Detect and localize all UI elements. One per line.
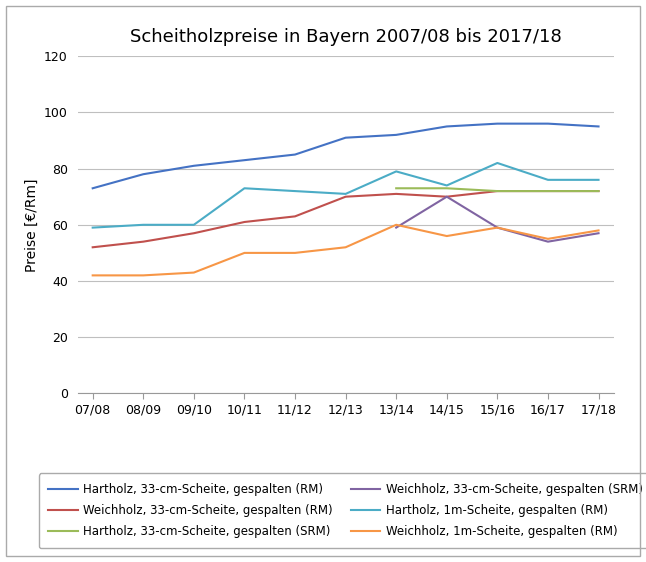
Hartholz, 33-cm-Scheite, gespalten (RM) bbox=[342, 134, 349, 141]
Weichholz, 33-cm-Scheite, gespalten (RM) bbox=[342, 193, 349, 200]
Hartholz, 33-cm-Scheite, gespalten (RM) bbox=[392, 132, 400, 138]
Hartholz, 1m-Scheite, gespalten (RM) bbox=[392, 168, 400, 175]
Hartholz, 1m-Scheite, gespalten (RM) bbox=[190, 221, 198, 228]
Line: Hartholz, 1m-Scheite, gespalten (RM): Hartholz, 1m-Scheite, gespalten (RM) bbox=[92, 163, 599, 228]
Hartholz, 33-cm-Scheite, gespalten (RM) bbox=[595, 123, 603, 130]
Weichholz, 33-cm-Scheite, gespalten (SRM) bbox=[544, 238, 552, 245]
Weichholz, 1m-Scheite, gespalten (RM) bbox=[291, 250, 299, 256]
Weichholz, 1m-Scheite, gespalten (RM) bbox=[342, 244, 349, 251]
Weichholz, 33-cm-Scheite, gespalten (RM) bbox=[392, 191, 400, 197]
Line: Hartholz, 33-cm-Scheite, gespalten (RM): Hartholz, 33-cm-Scheite, gespalten (RM) bbox=[92, 124, 599, 188]
Weichholz, 1m-Scheite, gespalten (RM) bbox=[494, 224, 501, 231]
Hartholz, 1m-Scheite, gespalten (RM) bbox=[443, 182, 451, 189]
Weichholz, 33-cm-Scheite, gespalten (RM) bbox=[544, 188, 552, 194]
Hartholz, 33-cm-Scheite, gespalten (RM) bbox=[240, 157, 248, 164]
Weichholz, 1m-Scheite, gespalten (RM) bbox=[392, 221, 400, 228]
Hartholz, 1m-Scheite, gespalten (RM) bbox=[595, 176, 603, 183]
Hartholz, 33-cm-Scheite, gespalten (RM) bbox=[140, 171, 147, 178]
Hartholz, 1m-Scheite, gespalten (RM) bbox=[544, 176, 552, 183]
Hartholz, 33-cm-Scheite, gespalten (SRM) bbox=[494, 188, 501, 194]
Weichholz, 33-cm-Scheite, gespalten (SRM) bbox=[595, 230, 603, 237]
Hartholz, 1m-Scheite, gespalten (RM) bbox=[89, 224, 96, 231]
Weichholz, 33-cm-Scheite, gespalten (RM) bbox=[595, 188, 603, 194]
Hartholz, 33-cm-Scheite, gespalten (RM) bbox=[443, 123, 451, 130]
Legend: Hartholz, 33-cm-Scheite, gespalten (RM), Weichholz, 33-cm-Scheite, gespalten (RM: Hartholz, 33-cm-Scheite, gespalten (RM),… bbox=[39, 474, 646, 548]
Hartholz, 33-cm-Scheite, gespalten (SRM) bbox=[544, 188, 552, 194]
Hartholz, 1m-Scheite, gespalten (RM) bbox=[140, 221, 147, 228]
Y-axis label: Preise [€/Rm]: Preise [€/Rm] bbox=[25, 178, 38, 271]
Weichholz, 1m-Scheite, gespalten (RM) bbox=[595, 227, 603, 234]
Line: Weichholz, 33-cm-Scheite, gespalten (SRM): Weichholz, 33-cm-Scheite, gespalten (SRM… bbox=[396, 197, 599, 242]
Line: Weichholz, 1m-Scheite, gespalten (RM): Weichholz, 1m-Scheite, gespalten (RM) bbox=[92, 225, 599, 275]
Title: Scheitholzpreise in Bayern 2007/08 bis 2017/18: Scheitholzpreise in Bayern 2007/08 bis 2… bbox=[130, 28, 561, 46]
Hartholz, 33-cm-Scheite, gespalten (RM) bbox=[544, 120, 552, 127]
Hartholz, 33-cm-Scheite, gespalten (RM) bbox=[494, 120, 501, 127]
Weichholz, 1m-Scheite, gespalten (RM) bbox=[190, 269, 198, 276]
Weichholz, 1m-Scheite, gespalten (RM) bbox=[240, 250, 248, 256]
Weichholz, 33-cm-Scheite, gespalten (RM) bbox=[291, 213, 299, 220]
Hartholz, 1m-Scheite, gespalten (RM) bbox=[494, 160, 501, 166]
Weichholz, 1m-Scheite, gespalten (RM) bbox=[544, 235, 552, 242]
Weichholz, 1m-Scheite, gespalten (RM) bbox=[443, 233, 451, 239]
Weichholz, 33-cm-Scheite, gespalten (RM) bbox=[190, 230, 198, 237]
Weichholz, 33-cm-Scheite, gespalten (SRM) bbox=[392, 224, 400, 231]
Hartholz, 33-cm-Scheite, gespalten (RM) bbox=[291, 151, 299, 158]
Weichholz, 33-cm-Scheite, gespalten (RM) bbox=[89, 244, 96, 251]
Weichholz, 33-cm-Scheite, gespalten (RM) bbox=[494, 188, 501, 194]
Weichholz, 1m-Scheite, gespalten (RM) bbox=[89, 272, 96, 279]
Hartholz, 33-cm-Scheite, gespalten (SRM) bbox=[595, 188, 603, 194]
Hartholz, 33-cm-Scheite, gespalten (RM) bbox=[89, 185, 96, 192]
Weichholz, 33-cm-Scheite, gespalten (RM) bbox=[140, 238, 147, 245]
Line: Weichholz, 33-cm-Scheite, gespalten (RM): Weichholz, 33-cm-Scheite, gespalten (RM) bbox=[92, 191, 599, 247]
Weichholz, 1m-Scheite, gespalten (RM) bbox=[140, 272, 147, 279]
Hartholz, 1m-Scheite, gespalten (RM) bbox=[240, 185, 248, 192]
Weichholz, 33-cm-Scheite, gespalten (SRM) bbox=[443, 193, 451, 200]
Hartholz, 33-cm-Scheite, gespalten (SRM) bbox=[392, 185, 400, 192]
Weichholz, 33-cm-Scheite, gespalten (SRM) bbox=[494, 224, 501, 231]
Hartholz, 33-cm-Scheite, gespalten (SRM) bbox=[443, 185, 451, 192]
Line: Hartholz, 33-cm-Scheite, gespalten (SRM): Hartholz, 33-cm-Scheite, gespalten (SRM) bbox=[396, 188, 599, 191]
Hartholz, 33-cm-Scheite, gespalten (RM) bbox=[190, 162, 198, 169]
Weichholz, 33-cm-Scheite, gespalten (RM) bbox=[240, 219, 248, 225]
Weichholz, 33-cm-Scheite, gespalten (RM) bbox=[443, 193, 451, 200]
Hartholz, 1m-Scheite, gespalten (RM) bbox=[342, 191, 349, 197]
Hartholz, 1m-Scheite, gespalten (RM) bbox=[291, 188, 299, 194]
